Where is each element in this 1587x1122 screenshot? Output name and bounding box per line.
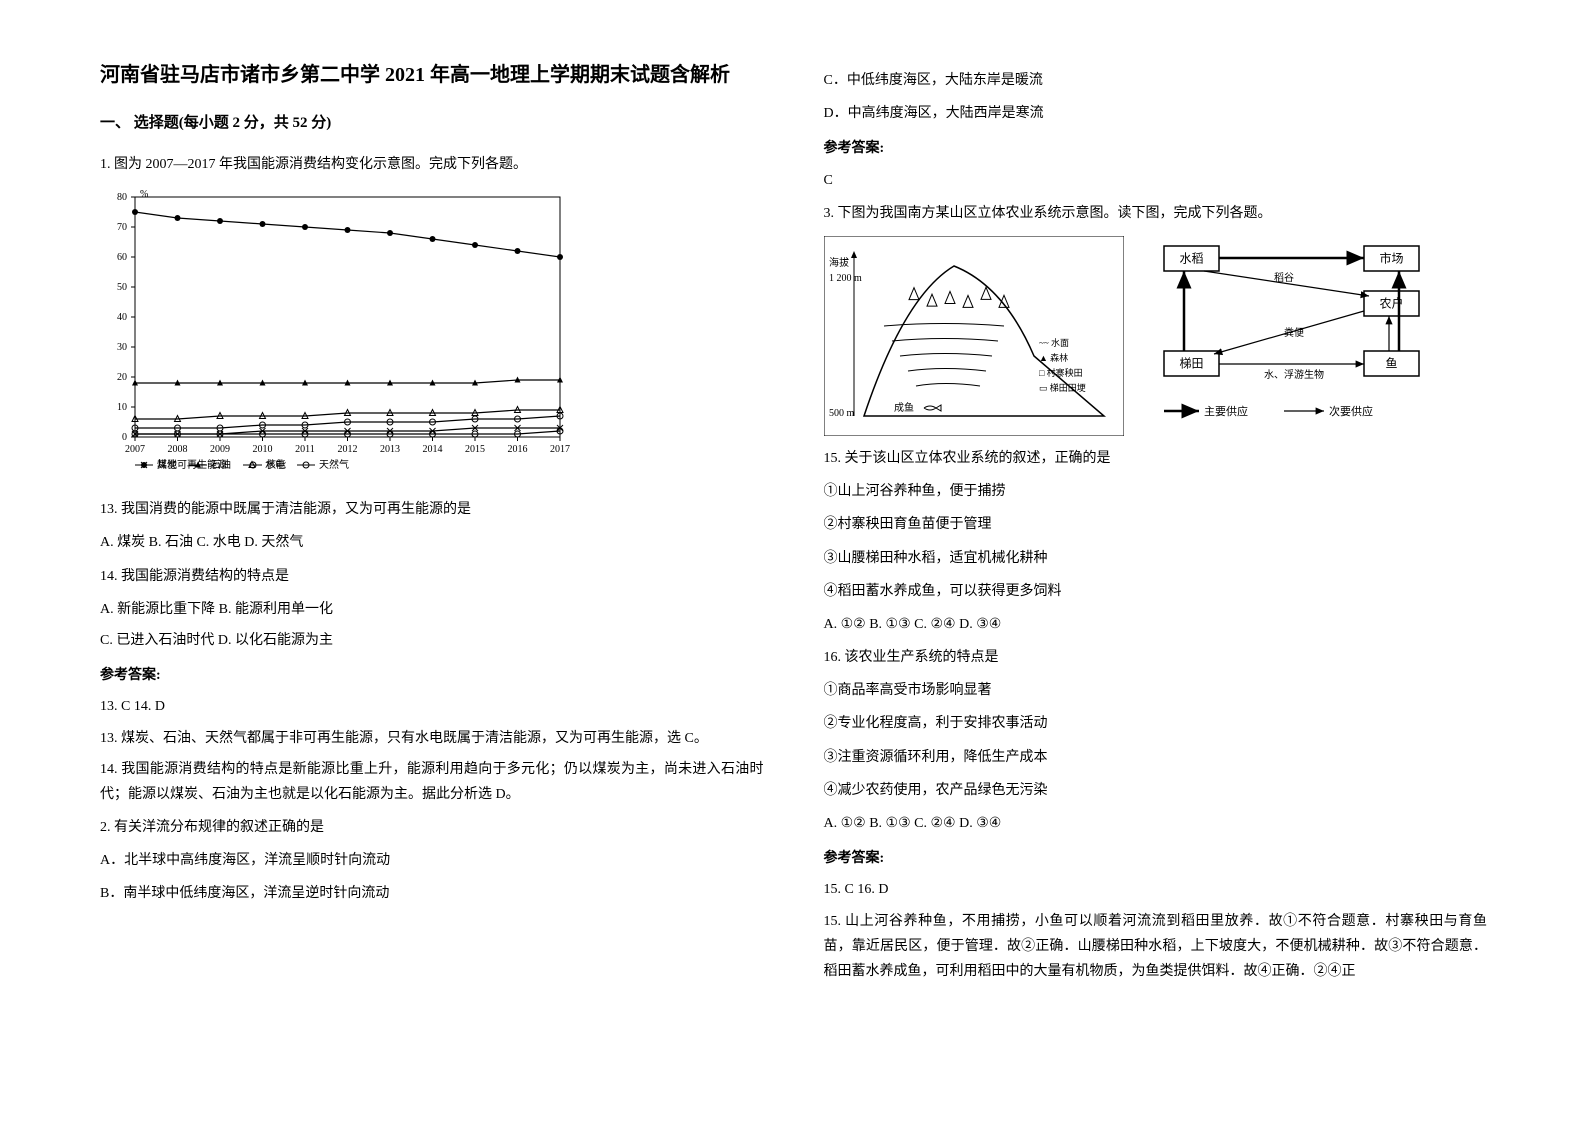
svg-text:2015: 2015 [465, 444, 485, 455]
q3-s15-opts: A. ①② B. ①③ C. ②④ D. ③④ [824, 612, 1488, 637]
svg-text:核能: 核能 [266, 458, 286, 471]
svg-text:2016: 2016 [508, 444, 528, 455]
svg-text:稻谷: 稻谷 [1274, 272, 1294, 284]
flow-diagram: 水稻市场农户梯田鱼稻谷粪便水、浮游生物主要供应次要供应 [1144, 236, 1444, 436]
svg-text:其他可再生能源: 其他可再生能源 [157, 458, 227, 471]
svg-text:1 200 m: 1 200 m [829, 273, 862, 284]
q1-explain14: 14. 我国能源消费结构的特点是新能源比重上升，能源利用趋向于多元化；仍以煤炭为… [100, 757, 764, 807]
left-column: 河南省驻马店市诸市乡第二中学 2021 年高一地理上学期期末试题含解析 一、 选… [100, 60, 764, 990]
svg-text:海拔: 海拔 [829, 256, 849, 269]
svg-text:2008: 2008 [168, 444, 188, 455]
svg-text:70: 70 [117, 222, 127, 233]
q1-sub13: 13. 我国消费的能源中既属于清洁能源，又为可再生能源的是 [100, 497, 764, 522]
svg-text:20: 20 [117, 372, 127, 383]
section-heading: 一、 选择题(每小题 2 分，共 52 分) [100, 110, 764, 137]
mountain-diagram: 海拔 1 200 m 500 m 成鱼 ~~ 水面 ▲ 森林 □ 村寨秧田 ▭ 梯田田埂 [824, 236, 1124, 436]
svg-text:2012: 2012 [338, 444, 358, 455]
q3-s15-3: ③山腰梯田种水稻，适宜机械化耕种 [824, 546, 1488, 571]
q1-answer-heading: 参考答案: [100, 663, 764, 688]
svg-text:水稻: 水稻 [1179, 251, 1203, 265]
q3-stem: 3. 下图为我国南方某山区立体农业系统示意图。读下图，完成下列各题。 [824, 201, 1488, 226]
svg-text:30: 30 [117, 342, 127, 353]
q3-answer: 15. C 16. D [824, 877, 1488, 902]
svg-text:梯田: 梯田 [1179, 356, 1203, 370]
svg-text:□ 村寨秧田: □ 村寨秧田 [1039, 367, 1083, 378]
q1-explain13: 13. 煤炭、石油、天然气都属于非可再生能源，只有水电既属于清洁能源，又为可再生… [100, 726, 764, 751]
q2-answer-heading: 参考答案: [824, 136, 1488, 161]
svg-text:2014: 2014 [423, 444, 443, 455]
diagram-row: 海拔 1 200 m 500 m 成鱼 ~~ 水面 ▲ 森林 □ 村寨秧田 ▭ 梯田田埂 水稻… [824, 236, 1488, 436]
svg-text:2009: 2009 [210, 444, 230, 455]
svg-text:500 m: 500 m [829, 408, 855, 419]
svg-text:2013: 2013 [380, 444, 400, 455]
q3-s16-1: ①商品率高受市场影响显著 [824, 678, 1488, 703]
q2-opt-a: A．北半球中高纬度海区，洋流呈顺时针向流动 [100, 848, 764, 873]
q3-explain: 15. 山上河谷养种鱼，不用捕捞，小鱼可以顺着河流流到稻田里放养．故①不符合题意… [824, 909, 1488, 985]
svg-text:▭ 梯田田埂: ▭ 梯田田埂 [1039, 382, 1086, 393]
svg-text:50: 50 [117, 282, 127, 293]
page-container: 河南省驻马店市诸市乡第二中学 2021 年高一地理上学期期末试题含解析 一、 选… [100, 60, 1487, 990]
q2-opt-d: D．中高纬度海区，大陆西岸是寒流 [824, 101, 1488, 126]
q1-sub14-opt-cd: C. 已进入石油时代 D. 以化石能源为主 [100, 628, 764, 653]
svg-text:0: 0 [122, 432, 127, 443]
q2-answer: C [824, 168, 1488, 193]
right-column: C．中低纬度海区，大陆东岸是暖流 D．中高纬度海区，大陆西岸是寒流 参考答案: … [824, 60, 1488, 990]
q1-stem: 1. 图为 2007—2017 年我国能源消费结构变化示意图。完成下列各题。 [100, 152, 764, 177]
q2-stem: 2. 有关洋流分布规律的叙述正确的是 [100, 815, 764, 840]
svg-text:40: 40 [117, 312, 127, 323]
q3-s16-opts: A. ①② B. ①③ C. ②④ D. ③④ [824, 811, 1488, 836]
q1-answer: 13. C 14. D [100, 694, 764, 719]
svg-text:~~ 水面: ~~ 水面 [1039, 337, 1069, 348]
svg-text:2010: 2010 [253, 444, 273, 455]
svg-text:成鱼: 成鱼 [894, 401, 914, 414]
q3-s15-2: ②村寨秧田育鱼苗便于管理 [824, 512, 1488, 537]
q2-opt-b: B．南半球中低纬度海区，洋流呈逆时针向流动 [100, 881, 764, 906]
svg-text:▲ 森林: ▲ 森林 [1039, 352, 1068, 363]
q1-sub14: 14. 我国能源消费结构的特点是 [100, 564, 764, 589]
q1-sub14-opt-ab: A. 新能源比重下降 B. 能源利用单一化 [100, 597, 764, 622]
q3-answer-heading: 参考答案: [824, 846, 1488, 871]
svg-text:粪便: 粪便 [1284, 326, 1304, 339]
svg-text:鱼: 鱼 [1385, 356, 1397, 370]
svg-text:80: 80 [117, 192, 127, 203]
page-title: 河南省驻马店市诸市乡第二中学 2021 年高一地理上学期期末试题含解析 [100, 60, 764, 90]
svg-text:2007: 2007 [125, 444, 145, 455]
q3-sub16: 16. 该农业生产系统的特点是 [824, 645, 1488, 670]
energy-chart-svg: 0 10 20 30 40 50 60 70 80% 2007 2008 2009 2010 2011 20… [100, 187, 570, 487]
q3-s16-2: ②专业化程度高，利于安排农事活动 [824, 711, 1488, 736]
energy-chart: 0 10 20 30 40 50 60 70 80% 2007 2008 2009 2010 2011 20… [100, 187, 764, 487]
svg-text:天然气: 天然气 [319, 458, 349, 471]
svg-text:主要供应: 主要供应 [1204, 404, 1248, 418]
q3-s15-4: ④稻田蓄水养成鱼，可以获得更多饲料 [824, 579, 1488, 604]
svg-text:60: 60 [117, 252, 127, 263]
q3-s16-3: ③注重资源循环利用，降低生产成本 [824, 745, 1488, 770]
q3-s15-1: ①山上河谷养种鱼，便于捕捞 [824, 479, 1488, 504]
svg-text:10: 10 [117, 402, 127, 413]
svg-text:2011: 2011 [295, 444, 315, 455]
q3-s16-4: ④减少农药使用，农产品绿色无污染 [824, 778, 1488, 803]
svg-text:次要供应: 次要供应 [1329, 404, 1373, 418]
svg-text:市场: 市场 [1379, 250, 1403, 265]
svg-text:2017: 2017 [550, 444, 570, 455]
svg-text:%: % [140, 189, 148, 200]
svg-text:水、浮游生物: 水、浮游生物 [1264, 368, 1324, 381]
q3-sub15: 15. 关于该山区立体农业系统的叙述，正确的是 [824, 446, 1488, 471]
q1-sub13-options: A. 煤炭 B. 石油 C. 水电 D. 天然气 [100, 530, 764, 555]
q2-opt-c: C．中低纬度海区，大陆东岸是暖流 [824, 68, 1488, 93]
